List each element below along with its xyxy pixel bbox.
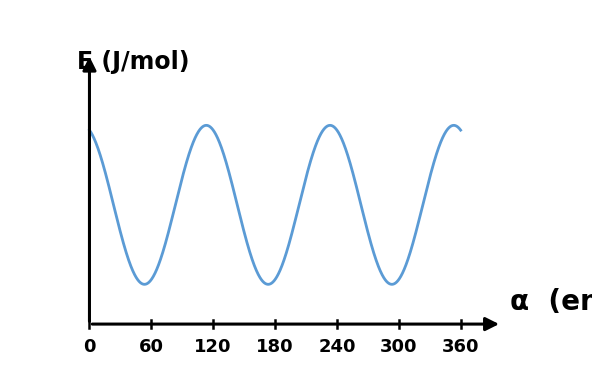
Text: 0: 0 [83, 338, 96, 356]
Text: 60: 60 [139, 338, 164, 356]
Text: 120: 120 [194, 338, 232, 356]
Text: E (J/mol): E (J/mol) [77, 50, 189, 74]
Text: α  (en °): α (en °) [510, 288, 592, 316]
Text: 300: 300 [380, 338, 417, 356]
Text: 240: 240 [318, 338, 356, 356]
Text: 180: 180 [256, 338, 294, 356]
Text: 360: 360 [442, 338, 480, 356]
